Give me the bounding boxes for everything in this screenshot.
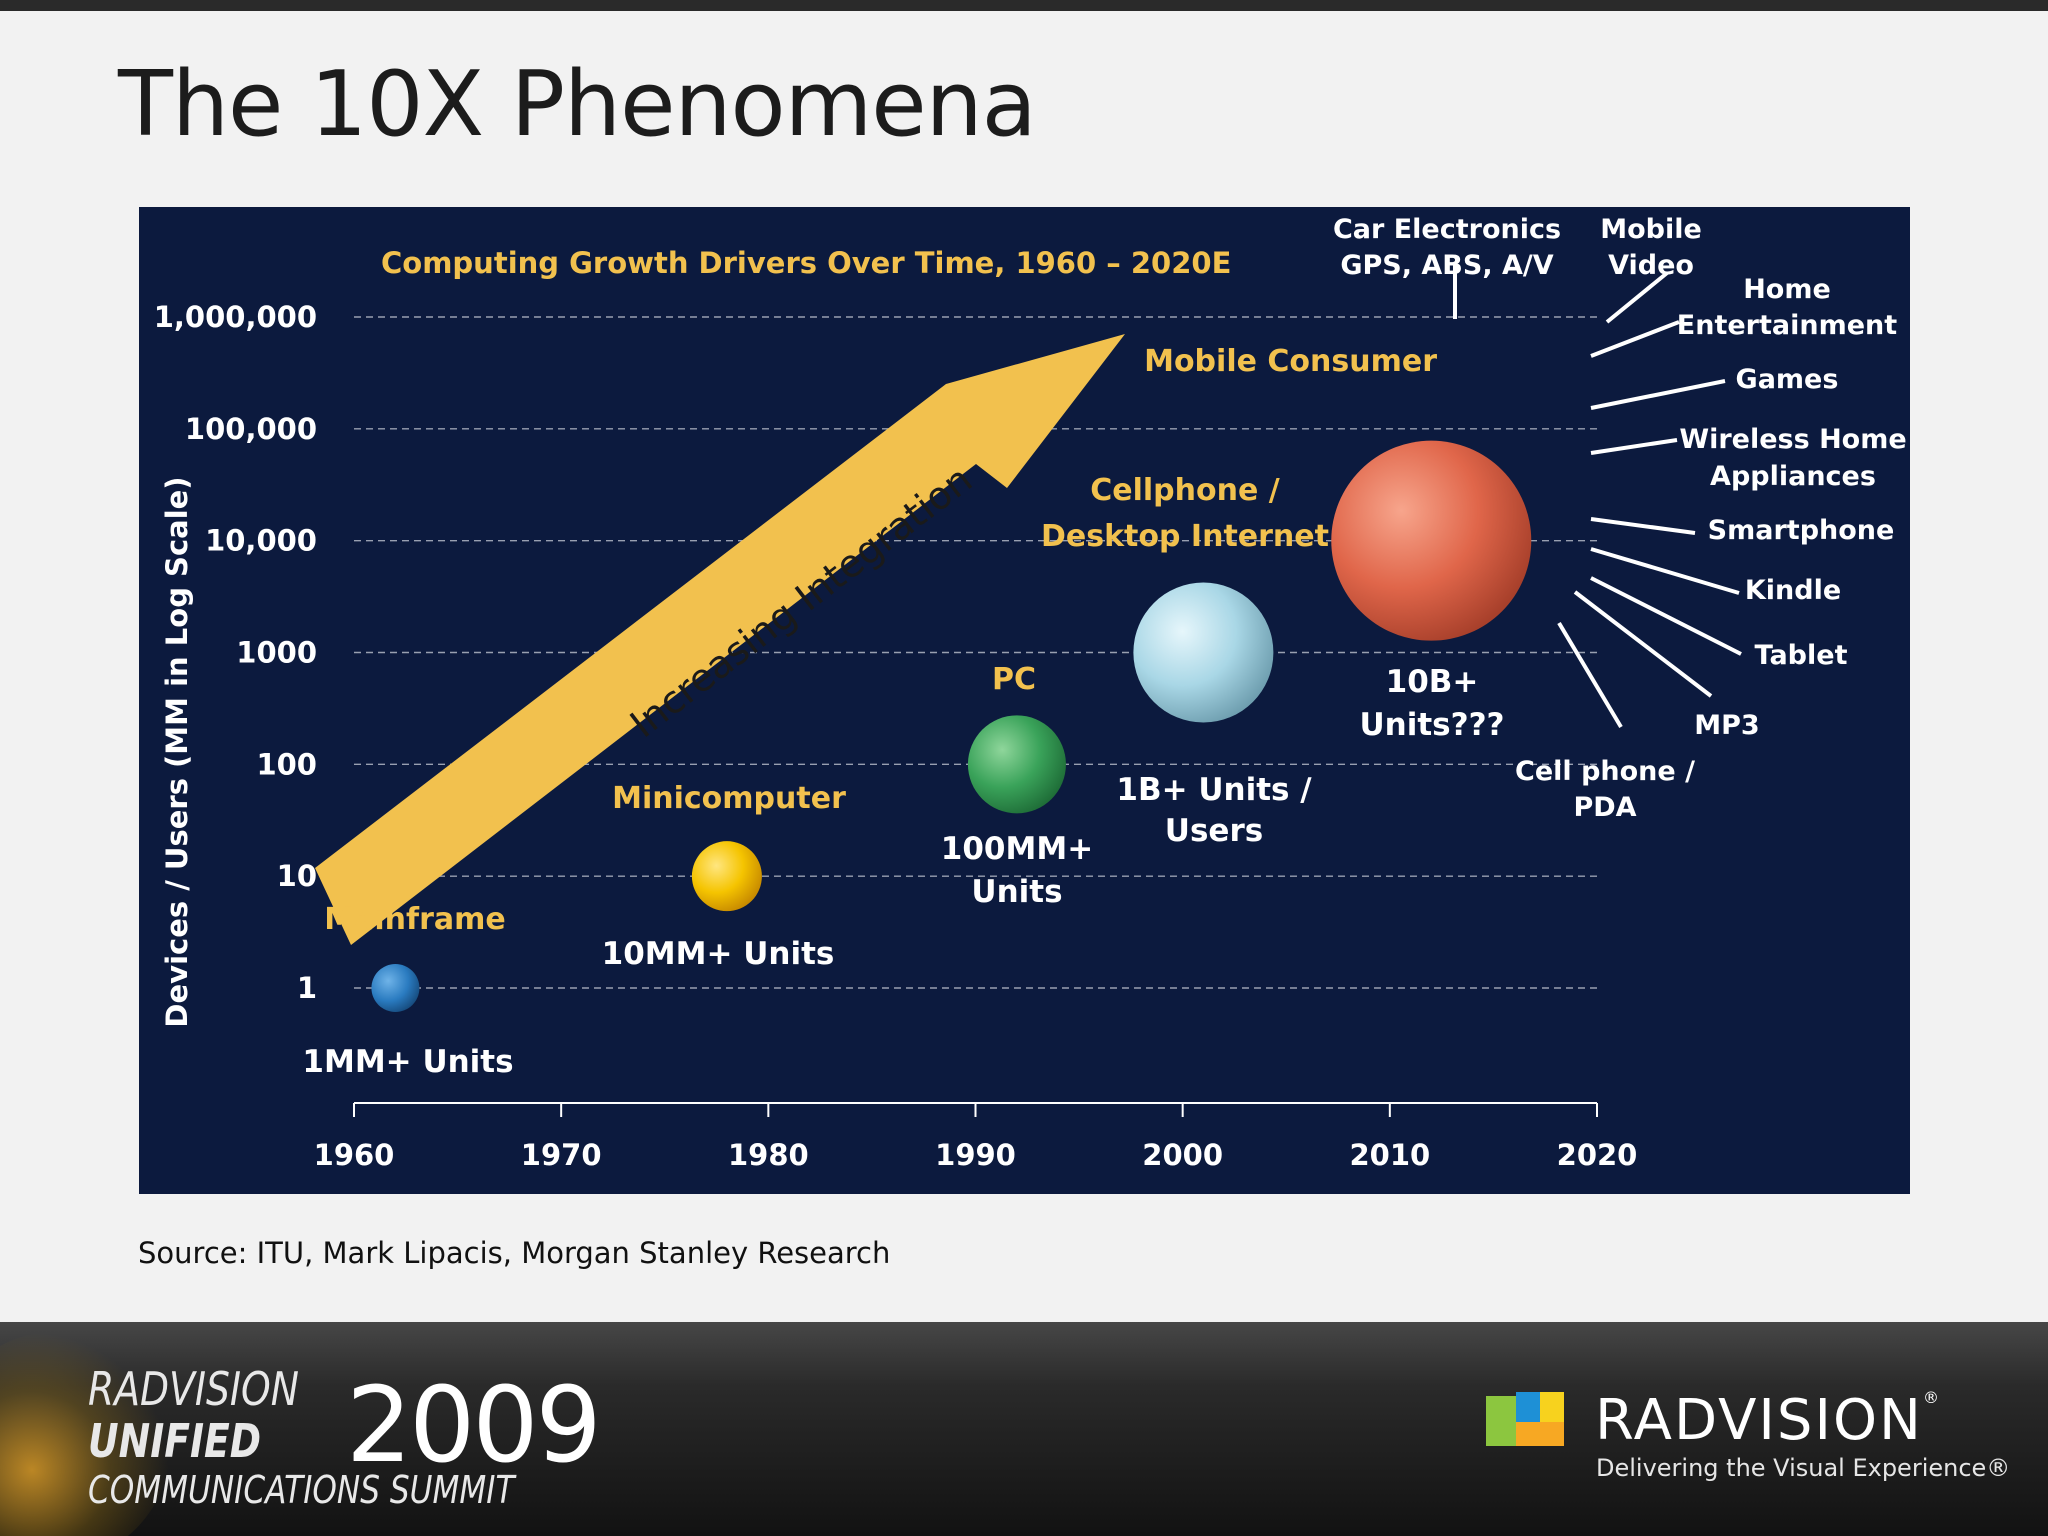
point-name-label: Desktop Internet	[1041, 519, 1329, 554]
device-callout-label: Cell phone /	[1515, 756, 1695, 787]
increasing-integration-arrow	[315, 334, 1125, 945]
y-tick-labels: 1 10 100 1000 10,000 100,000 1,000,000	[154, 300, 317, 1005]
device-callout-line	[1573, 590, 1713, 698]
top-bar	[0, 0, 2048, 11]
x-tick-label: 1970	[521, 1138, 602, 1172]
point-name-label: PC	[992, 662, 1036, 697]
point-name-label: Minicomputer	[612, 781, 846, 816]
y-axis-label: Devices / Users (MM in Log Scale)	[160, 476, 194, 1027]
y-tick-label: 1000	[236, 636, 317, 670]
y-tick-label: 1,000,000	[154, 300, 317, 334]
x-tick-labels: 1960 1970 1980 1990 2000 2010 2020	[314, 1138, 1638, 1172]
device-callout-label: Smartphone	[1708, 515, 1895, 546]
bubbles	[371, 440, 1532, 1012]
point-caption-label: Units???	[1359, 707, 1504, 743]
point-name-label: Cellphone /	[1090, 473, 1280, 508]
x-tick-label: 2020	[1557, 1138, 1638, 1172]
point-name-label: Mobile Consumer	[1144, 344, 1437, 379]
device-callout-label: Games	[1736, 364, 1839, 395]
bubble-point	[1331, 440, 1532, 641]
device-callout-label: PDA	[1573, 792, 1636, 823]
device-callout-label: Entertainment	[1677, 310, 1897, 341]
device-callout-label: Mobile	[1600, 214, 1702, 245]
device-callout-line	[1590, 576, 1742, 656]
y-tick-label: 100	[256, 747, 317, 781]
device-callout-line	[1590, 517, 1696, 535]
device-callout-label: Kindle	[1745, 575, 1841, 606]
point-caption-label: 1B+ Units /	[1116, 772, 1312, 808]
device-callout-line	[1590, 547, 1740, 595]
device-callout-label: Tablet	[1755, 640, 1848, 671]
radvision-logo-icon	[1486, 1392, 1564, 1446]
event-name-line3: COMMUNICATIONS SUMMIT	[88, 1468, 515, 1512]
device-callout-label: MP3	[1694, 710, 1759, 741]
point-caption-label: 10B+	[1386, 664, 1479, 700]
point-labels: Mainframe 1MM+ Units Minicomputer 10MM+ Uni…	[302, 344, 1504, 1080]
x-tick-label: 1980	[728, 1138, 809, 1172]
device-callout-label: Car Electronics	[1333, 214, 1561, 245]
device-callout-label: Wireless Home	[1679, 424, 1906, 455]
device-callout-label: Home	[1743, 274, 1831, 305]
point-caption-label: Units	[971, 874, 1062, 910]
source-note: Source: ITU, Mark Lipacis, Morgan Stanle…	[138, 1236, 891, 1270]
device-callout-label: Appliances	[1710, 461, 1876, 492]
bubble-point	[1133, 582, 1274, 723]
brand-name: RADVISION®	[1595, 1388, 1941, 1453]
event-year: 2009	[346, 1364, 602, 1486]
point-name-label: Mainframe	[324, 902, 505, 937]
growth-chart: Computing Growth Drivers Over Time, 1960…	[139, 207, 1910, 1194]
point-caption-label: 100MM+	[941, 831, 1093, 867]
footer-banner: RADVISION UNIFIED COMMUNICATIONS SUMMIT …	[0, 1322, 2048, 1536]
point-caption-label: 1MM+ Units	[302, 1044, 513, 1080]
bubble-point	[691, 841, 762, 912]
x-tick-label: 2000	[1142, 1138, 1223, 1172]
point-caption-label: 10MM+ Units	[602, 936, 835, 972]
bubble-point	[371, 964, 420, 1012]
event-name-line2: UNIFIED	[88, 1414, 262, 1468]
y-tick-label: 100,000	[185, 412, 317, 446]
x-tick-label: 1990	[935, 1138, 1016, 1172]
y-tick-label: 1	[297, 971, 317, 1005]
bubble-point	[967, 715, 1066, 814]
device-callout-line	[1557, 621, 1623, 729]
device-callout-label: Video	[1608, 250, 1694, 281]
brand-registered-mark: ®	[1922, 1388, 1941, 1407]
device-callout-line	[1590, 320, 1680, 358]
device-callout-line	[1590, 379, 1726, 410]
event-name-line1: RADVISION	[88, 1362, 299, 1416]
x-axis	[353, 1102, 1598, 1117]
x-tick-label: 1960	[314, 1138, 395, 1172]
y-tick-label: 10,000	[205, 524, 317, 558]
x-tick-label: 2010	[1349, 1138, 1430, 1172]
slide-title: The 10X Phenomena	[118, 52, 1037, 157]
device-callouts: Car Electronics GPS, ABS, A/V Mobile Video H…	[1333, 214, 1907, 823]
device-callout-label: GPS, ABS, A/V	[1340, 250, 1553, 281]
device-callout-line	[1605, 271, 1669, 324]
point-caption-label: Users	[1165, 813, 1263, 849]
y-tick-label: 10	[277, 859, 317, 893]
device-callout-line	[1590, 438, 1678, 455]
chart-title: Computing Growth Drivers Over Time, 1960…	[381, 246, 1231, 280]
brand-tagline: Delivering the Visual Experience®	[1596, 1454, 2011, 1482]
